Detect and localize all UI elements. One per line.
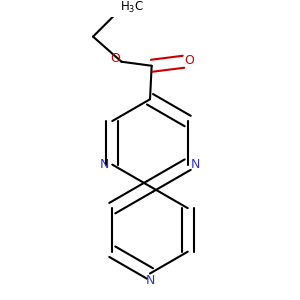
Text: N: N: [100, 158, 110, 171]
Text: O: O: [111, 52, 120, 65]
Text: H$_3$C: H$_3$C: [120, 0, 144, 15]
Text: N: N: [145, 274, 155, 287]
Text: O: O: [184, 54, 194, 67]
Text: N: N: [190, 158, 200, 171]
